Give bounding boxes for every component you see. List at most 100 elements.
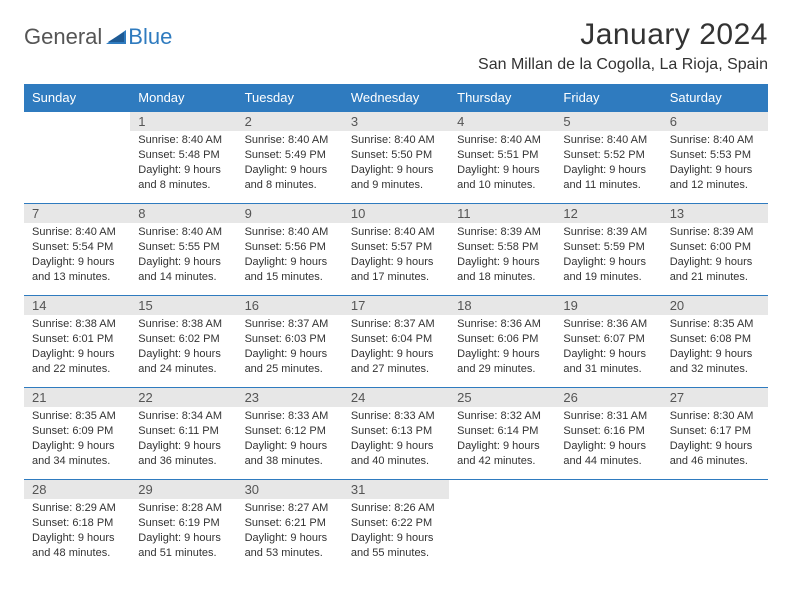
column-header: Sunday: [24, 84, 130, 112]
day-number: 24: [343, 388, 449, 407]
calendar-cell: 21Sunrise: 8:35 AMSunset: 6:09 PMDayligh…: [24, 388, 130, 480]
day-details: Sunrise: 8:40 AMSunset: 5:52 PMDaylight:…: [555, 131, 661, 196]
day-number: 26: [555, 388, 661, 407]
day-details: Sunrise: 8:37 AMSunset: 6:04 PMDaylight:…: [343, 315, 449, 380]
day-details: Sunrise: 8:39 AMSunset: 6:00 PMDaylight:…: [662, 223, 768, 288]
day-number: 18: [449, 296, 555, 315]
calendar-cell: 29Sunrise: 8:28 AMSunset: 6:19 PMDayligh…: [130, 480, 236, 572]
brand-logo: General Blue: [24, 24, 172, 50]
brand-part1: General: [24, 24, 102, 50]
calendar-cell: 3Sunrise: 8:40 AMSunset: 5:50 PMDaylight…: [343, 112, 449, 204]
table-row: 14Sunrise: 8:38 AMSunset: 6:01 PMDayligh…: [24, 296, 768, 388]
calendar-cell: 4Sunrise: 8:40 AMSunset: 5:51 PMDaylight…: [449, 112, 555, 204]
day-details: Sunrise: 8:37 AMSunset: 6:03 PMDaylight:…: [237, 315, 343, 380]
calendar-head: SundayMondayTuesdayWednesdayThursdayFrid…: [24, 84, 768, 112]
calendar-cell: 18Sunrise: 8:36 AMSunset: 6:06 PMDayligh…: [449, 296, 555, 388]
day-number: 11: [449, 204, 555, 223]
column-header: Tuesday: [237, 84, 343, 112]
calendar-cell: 16Sunrise: 8:37 AMSunset: 6:03 PMDayligh…: [237, 296, 343, 388]
table-row: 28Sunrise: 8:29 AMSunset: 6:18 PMDayligh…: [24, 480, 768, 572]
day-details: Sunrise: 8:33 AMSunset: 6:12 PMDaylight:…: [237, 407, 343, 472]
day-details: Sunrise: 8:39 AMSunset: 5:59 PMDaylight:…: [555, 223, 661, 288]
column-header: Saturday: [662, 84, 768, 112]
table-row: 7Sunrise: 8:40 AMSunset: 5:54 PMDaylight…: [24, 204, 768, 296]
day-details: Sunrise: 8:39 AMSunset: 5:58 PMDaylight:…: [449, 223, 555, 288]
calendar-cell: 10Sunrise: 8:40 AMSunset: 5:57 PMDayligh…: [343, 204, 449, 296]
day-details: Sunrise: 8:29 AMSunset: 6:18 PMDaylight:…: [24, 499, 130, 564]
column-header: Monday: [130, 84, 236, 112]
calendar-cell: 13Sunrise: 8:39 AMSunset: 6:00 PMDayligh…: [662, 204, 768, 296]
column-header: Thursday: [449, 84, 555, 112]
calendar-cell: 2Sunrise: 8:40 AMSunset: 5:49 PMDaylight…: [237, 112, 343, 204]
calendar-cell: 23Sunrise: 8:33 AMSunset: 6:12 PMDayligh…: [237, 388, 343, 480]
day-number: 22: [130, 388, 236, 407]
day-number: 19: [555, 296, 661, 315]
day-details: Sunrise: 8:28 AMSunset: 6:19 PMDaylight:…: [130, 499, 236, 564]
day-number: 12: [555, 204, 661, 223]
calendar-cell: 5Sunrise: 8:40 AMSunset: 5:52 PMDaylight…: [555, 112, 661, 204]
calendar-cell: 1Sunrise: 8:40 AMSunset: 5:48 PMDaylight…: [130, 112, 236, 204]
day-number: 25: [449, 388, 555, 407]
day-details: Sunrise: 8:40 AMSunset: 5:54 PMDaylight:…: [24, 223, 130, 288]
day-details: Sunrise: 8:40 AMSunset: 5:48 PMDaylight:…: [130, 131, 236, 196]
calendar-cell: 12Sunrise: 8:39 AMSunset: 5:59 PMDayligh…: [555, 204, 661, 296]
day-details: Sunrise: 8:40 AMSunset: 5:49 PMDaylight:…: [237, 131, 343, 196]
header: General Blue January 2024 San Millan de …: [24, 18, 768, 74]
day-number: 21: [24, 388, 130, 407]
day-details: Sunrise: 8:36 AMSunset: 6:07 PMDaylight:…: [555, 315, 661, 380]
calendar-cell: 6Sunrise: 8:40 AMSunset: 5:53 PMDaylight…: [662, 112, 768, 204]
calendar-cell: 9Sunrise: 8:40 AMSunset: 5:56 PMDaylight…: [237, 204, 343, 296]
day-details: Sunrise: 8:33 AMSunset: 6:13 PMDaylight:…: [343, 407, 449, 472]
title-block: January 2024 San Millan de la Cogolla, L…: [478, 18, 768, 74]
day-number: 4: [449, 112, 555, 131]
calendar-cell: 14Sunrise: 8:38 AMSunset: 6:01 PMDayligh…: [24, 296, 130, 388]
day-details: Sunrise: 8:40 AMSunset: 5:50 PMDaylight:…: [343, 131, 449, 196]
calendar-cell: 31Sunrise: 8:26 AMSunset: 6:22 PMDayligh…: [343, 480, 449, 572]
brand-part2: Blue: [128, 24, 172, 50]
day-details: Sunrise: 8:38 AMSunset: 6:02 PMDaylight:…: [130, 315, 236, 380]
calendar-cell: 20Sunrise: 8:35 AMSunset: 6:08 PMDayligh…: [662, 296, 768, 388]
calendar-cell: 11Sunrise: 8:39 AMSunset: 5:58 PMDayligh…: [449, 204, 555, 296]
calendar-cell: 25Sunrise: 8:32 AMSunset: 6:14 PMDayligh…: [449, 388, 555, 480]
day-details: Sunrise: 8:38 AMSunset: 6:01 PMDaylight:…: [24, 315, 130, 380]
day-details: Sunrise: 8:32 AMSunset: 6:14 PMDaylight:…: [449, 407, 555, 472]
day-number: 14: [24, 296, 130, 315]
day-details: Sunrise: 8:27 AMSunset: 6:21 PMDaylight:…: [237, 499, 343, 564]
calendar-cell: [555, 480, 661, 572]
day-number: 6: [662, 112, 768, 131]
day-number: 23: [237, 388, 343, 407]
day-details: Sunrise: 8:36 AMSunset: 6:06 PMDaylight:…: [449, 315, 555, 380]
day-number: 8: [130, 204, 236, 223]
day-details: Sunrise: 8:35 AMSunset: 6:09 PMDaylight:…: [24, 407, 130, 472]
day-number: 2: [237, 112, 343, 131]
calendar-body: 1Sunrise: 8:40 AMSunset: 5:48 PMDaylight…: [24, 112, 768, 572]
calendar-cell: [24, 112, 130, 204]
calendar-cell: [449, 480, 555, 572]
calendar-cell: 27Sunrise: 8:30 AMSunset: 6:17 PMDayligh…: [662, 388, 768, 480]
calendar-cell: 30Sunrise: 8:27 AMSunset: 6:21 PMDayligh…: [237, 480, 343, 572]
day-details: Sunrise: 8:40 AMSunset: 5:53 PMDaylight:…: [662, 131, 768, 196]
day-number: 29: [130, 480, 236, 499]
calendar-cell: 7Sunrise: 8:40 AMSunset: 5:54 PMDaylight…: [24, 204, 130, 296]
day-details: Sunrise: 8:30 AMSunset: 6:17 PMDaylight:…: [662, 407, 768, 472]
calendar-cell: 19Sunrise: 8:36 AMSunset: 6:07 PMDayligh…: [555, 296, 661, 388]
calendar-cell: 22Sunrise: 8:34 AMSunset: 6:11 PMDayligh…: [130, 388, 236, 480]
day-number: 20: [662, 296, 768, 315]
day-number: 9: [237, 204, 343, 223]
calendar-cell: 8Sunrise: 8:40 AMSunset: 5:55 PMDaylight…: [130, 204, 236, 296]
location-label: San Millan de la Cogolla, La Rioja, Spai…: [478, 56, 768, 74]
day-number: 15: [130, 296, 236, 315]
table-row: 1Sunrise: 8:40 AMSunset: 5:48 PMDaylight…: [24, 112, 768, 204]
day-number: 31: [343, 480, 449, 499]
page-title: January 2024: [478, 18, 768, 52]
calendar-cell: [662, 480, 768, 572]
day-number: 28: [24, 480, 130, 499]
day-number: 16: [237, 296, 343, 315]
day-details: Sunrise: 8:40 AMSunset: 5:56 PMDaylight:…: [237, 223, 343, 288]
day-number: 1: [130, 112, 236, 131]
column-header: Wednesday: [343, 84, 449, 112]
calendar-cell: 28Sunrise: 8:29 AMSunset: 6:18 PMDayligh…: [24, 480, 130, 572]
day-details: Sunrise: 8:40 AMSunset: 5:55 PMDaylight:…: [130, 223, 236, 288]
day-details: Sunrise: 8:34 AMSunset: 6:11 PMDaylight:…: [130, 407, 236, 472]
column-header: Friday: [555, 84, 661, 112]
